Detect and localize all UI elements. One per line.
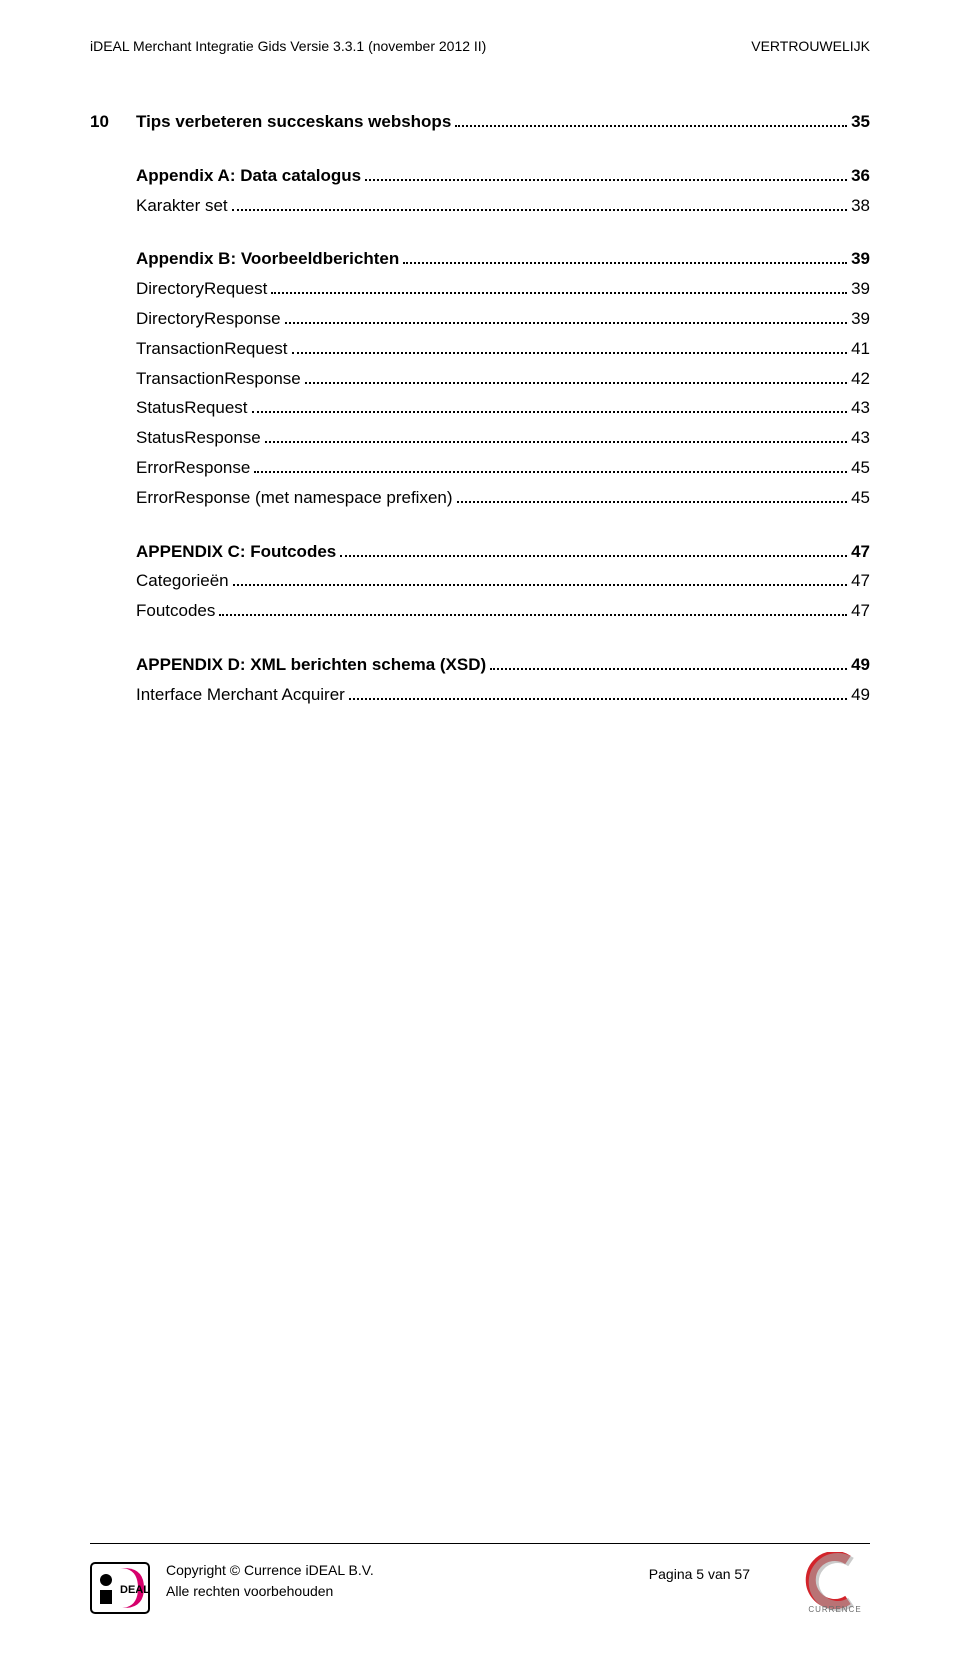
toc-label: TransactionResponse	[136, 367, 301, 391]
toc-leader-dots	[233, 573, 847, 587]
header-left-text: iDEAL Merchant Integratie Gids Versie 3.…	[90, 38, 486, 54]
toc-entry: Categorieën 47	[90, 569, 870, 593]
footer-rights: Alle rechten voorbehouden	[166, 1581, 374, 1602]
toc-leader-dots	[455, 113, 847, 127]
toc-page-number: 42	[851, 367, 870, 391]
footer-left: Copyright © Currence iDEAL B.V. Alle rec…	[166, 1560, 374, 1602]
toc-label: DirectoryResponse	[136, 307, 281, 331]
toc-leader-dots	[219, 603, 847, 617]
svg-text:DEAL: DEAL	[120, 1584, 150, 1596]
toc-leader-dots	[254, 459, 847, 473]
toc-entry: Foutcodes 47	[90, 599, 870, 623]
footer-divider	[90, 1543, 870, 1544]
page-header: iDEAL Merchant Integratie Gids Versie 3.…	[90, 38, 870, 54]
toc-entry: TransactionRequest 41	[90, 337, 870, 361]
toc-leader-dots	[305, 370, 847, 384]
currence-label: CURRENCE	[808, 1605, 861, 1614]
toc-page-number: 49	[851, 683, 870, 707]
header-right-text: VERTROUWELIJK	[751, 38, 870, 54]
toc-entry: Karakter set 38	[90, 194, 870, 218]
toc-leader-dots	[265, 430, 847, 444]
toc-page-number: 47	[851, 540, 870, 564]
toc-leader-dots	[457, 489, 848, 503]
toc-label: Categorieën	[136, 569, 229, 593]
toc-page-number: 45	[851, 456, 870, 480]
toc-entry: StatusRequest 43	[90, 396, 870, 420]
toc-page-number: 38	[851, 194, 870, 218]
toc-leader-dots	[365, 167, 847, 181]
ideal-logo: DEAL	[90, 1562, 150, 1614]
toc-leader-dots	[271, 281, 847, 295]
toc-label: ErrorResponse (met namespace prefixen)	[136, 486, 453, 510]
toc-page-number: 39	[851, 277, 870, 301]
toc-leader-dots	[403, 251, 847, 265]
toc-leader-dots	[252, 400, 848, 414]
toc-leader-dots	[340, 543, 847, 557]
toc-label: APPENDIX D: XML berichten schema (XSD)	[136, 653, 486, 677]
toc-page-number: 43	[851, 426, 870, 450]
toc-entry: APPENDIX C: Foutcodes 47	[90, 540, 870, 564]
toc-leader-dots	[349, 686, 847, 700]
toc-page-number: 47	[851, 569, 870, 593]
toc-label: APPENDIX C: Foutcodes	[136, 540, 336, 564]
toc-page-number: 47	[851, 599, 870, 623]
toc-gap	[90, 223, 870, 247]
footer-copyright: Copyright © Currence iDEAL B.V.	[166, 1560, 374, 1581]
toc-leader-dots	[285, 310, 848, 324]
toc-page-number: 45	[851, 486, 870, 510]
page: iDEAL Merchant Integratie Gids Versie 3.…	[0, 0, 960, 1670]
toc-label: ErrorResponse	[136, 456, 250, 480]
toc-entry: Interface Merchant Acquirer 49	[90, 683, 870, 707]
toc-number: 10	[90, 110, 136, 134]
toc-entry: Appendix A: Data catalogus 36	[90, 164, 870, 188]
toc-page-number: 43	[851, 396, 870, 420]
toc-label: TransactionRequest	[136, 337, 288, 361]
toc-entry: ErrorResponse (met namespace prefixen) 45	[90, 486, 870, 510]
toc-label: Appendix B: Voorbeeldberichten	[136, 247, 399, 271]
toc-entry: StatusResponse 43	[90, 426, 870, 450]
toc-leader-dots	[232, 197, 847, 211]
toc-entry: TransactionResponse 42	[90, 367, 870, 391]
table-of-contents: 10Tips verbeteren succeskans webshops 35 A…	[90, 110, 870, 713]
toc-page-number: 36	[851, 164, 870, 188]
toc-label: Karakter set	[136, 194, 228, 218]
currence-logo: CURRENCE	[800, 1552, 870, 1614]
toc-gap	[90, 140, 870, 164]
toc-leader-dots	[490, 656, 847, 670]
toc-label: StatusRequest	[136, 396, 248, 420]
toc-page-number: 39	[851, 247, 870, 271]
toc-entry: DirectoryResponse 39	[90, 307, 870, 331]
toc-page-number: 35	[851, 110, 870, 134]
toc-gap	[90, 629, 870, 653]
toc-label: Tips verbeteren succeskans webshops	[136, 110, 451, 134]
toc-entry: Appendix B: Voorbeeldberichten 39	[90, 247, 870, 271]
toc-label: StatusResponse	[136, 426, 261, 450]
toc-label: Appendix A: Data catalogus	[136, 164, 361, 188]
toc-gap	[90, 516, 870, 540]
toc-label: DirectoryRequest	[136, 277, 267, 301]
toc-page-number: 41	[851, 337, 870, 361]
toc-entry: ErrorResponse 45	[90, 456, 870, 480]
toc-leader-dots	[292, 340, 848, 354]
footer-page-number: Pagina 5 van 57	[649, 1566, 750, 1582]
toc-label: Interface Merchant Acquirer	[136, 683, 345, 707]
toc-entry: DirectoryRequest 39	[90, 277, 870, 301]
toc-page-number: 49	[851, 653, 870, 677]
toc-page-number: 39	[851, 307, 870, 331]
toc-label: Foutcodes	[136, 599, 215, 623]
toc-entry: APPENDIX D: XML berichten schema (XSD) 49	[90, 653, 870, 677]
toc-entry: 10Tips verbeteren succeskans webshops 35	[90, 110, 870, 134]
